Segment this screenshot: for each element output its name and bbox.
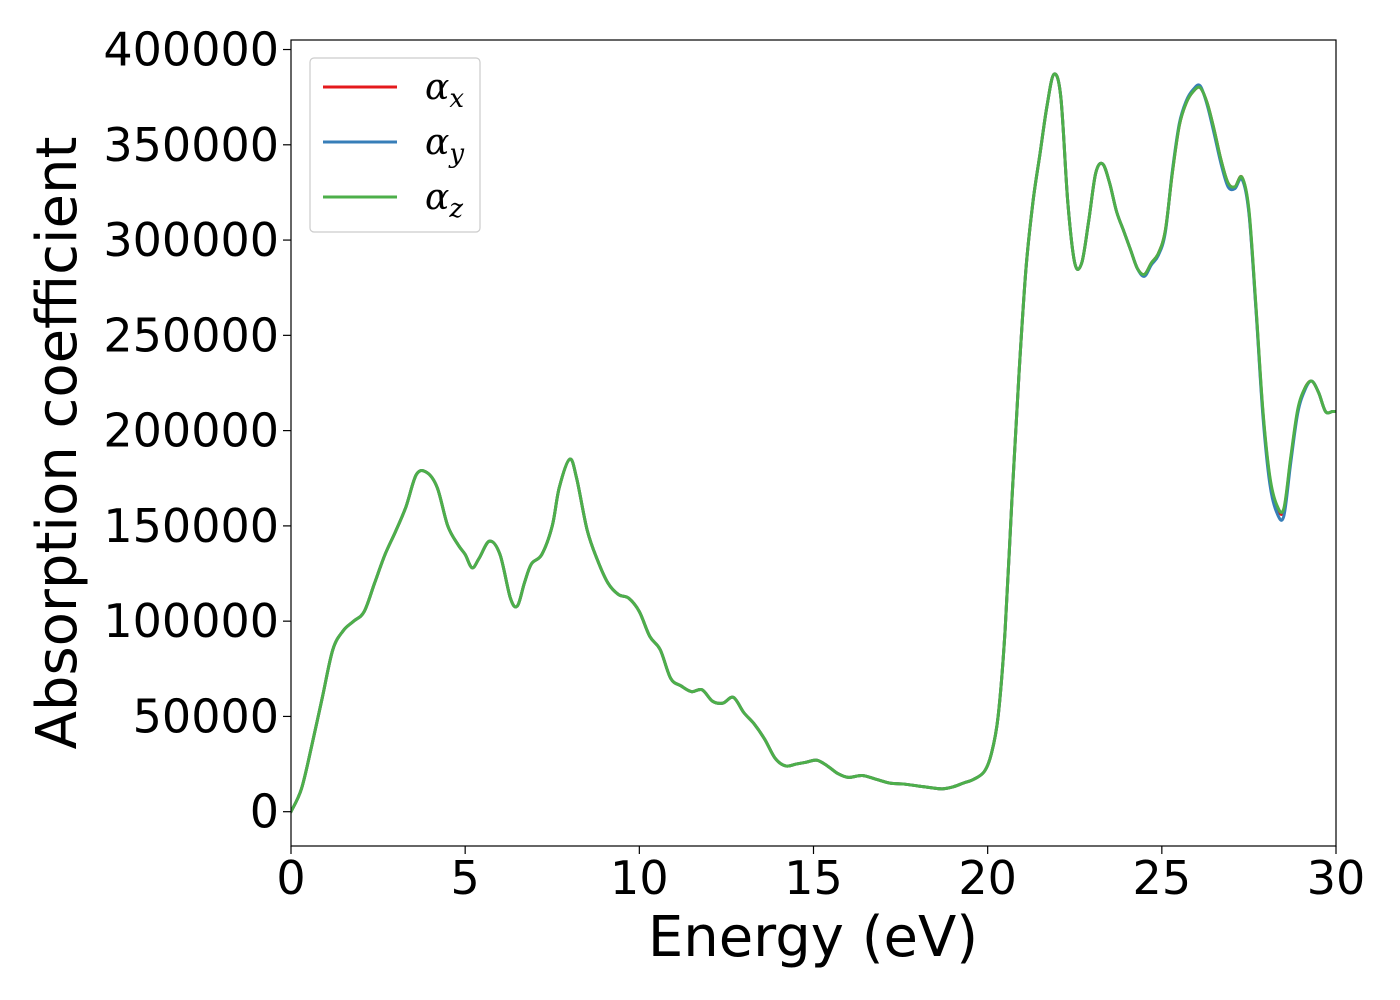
y-axis-ticks: 0 50000 100000 150000 200000 250000 300000 3500… bbox=[103, 23, 291, 839]
legend: αx αy αz bbox=[309, 57, 481, 233]
y-tick-label: 200000 bbox=[103, 404, 279, 458]
x-tick-label: 15 bbox=[784, 851, 843, 905]
x-axis-title: Energy (eV) bbox=[648, 905, 978, 970]
x-tick-label: 0 bbox=[276, 851, 305, 905]
y-tick-label: 350000 bbox=[103, 118, 279, 172]
x-tick-label: 10 bbox=[610, 851, 669, 905]
x-tick-label: 25 bbox=[1133, 851, 1192, 905]
x-tick-label: 20 bbox=[958, 851, 1017, 905]
y-tick-label: 0 bbox=[250, 785, 279, 839]
y-tick-label: 250000 bbox=[103, 308, 279, 362]
series-line-z bbox=[291, 72, 1336, 814]
legend-label-x: αx bbox=[425, 67, 464, 114]
x-axis-ticks: 0 5 10 15 20 25 30 bbox=[276, 846, 1365, 905]
y-axis-title: Absorption coefficient bbox=[25, 137, 90, 750]
y-tick-label: 50000 bbox=[133, 689, 279, 743]
x-tick-label: 30 bbox=[1307, 851, 1366, 905]
y-tick-label: 300000 bbox=[103, 213, 279, 267]
y-tick-label: 100000 bbox=[103, 594, 279, 648]
y-tick-label: 400000 bbox=[103, 23, 279, 77]
legend-label-y: αy bbox=[425, 122, 464, 169]
x-tick-label: 5 bbox=[451, 851, 480, 905]
series-layer bbox=[291, 72, 1336, 814]
legend-label-z: αz bbox=[425, 177, 463, 224]
y-tick-label: 150000 bbox=[103, 499, 279, 553]
legend-frame bbox=[309, 57, 481, 233]
